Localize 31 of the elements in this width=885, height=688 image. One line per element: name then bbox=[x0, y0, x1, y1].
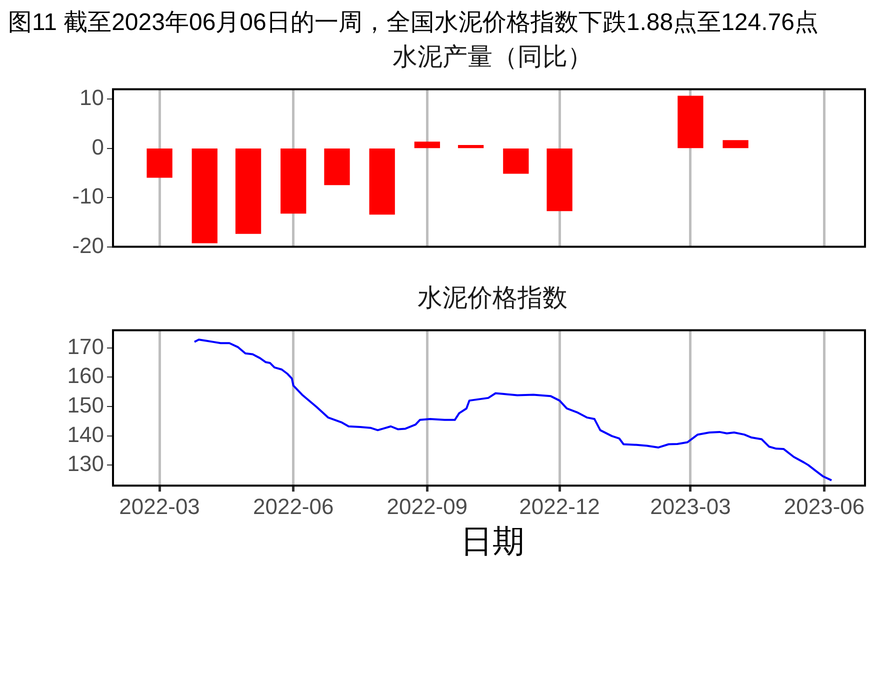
bar bbox=[546, 148, 572, 212]
chart-title: 水泥价格指数 bbox=[416, 283, 568, 314]
y-tick-label: 160 bbox=[67, 363, 104, 388]
y-tick-label: 140 bbox=[67, 422, 104, 447]
y-tick-label: 170 bbox=[67, 334, 104, 359]
x-tick-label: 2022-12 bbox=[519, 494, 600, 519]
y-tick-label: -10 bbox=[72, 184, 104, 209]
bar bbox=[458, 145, 484, 148]
x-tick-label: 2023-03 bbox=[650, 494, 731, 519]
bar bbox=[369, 148, 395, 215]
x-tick-label: 2022-09 bbox=[386, 494, 468, 519]
x-tick-label: 2022-06 bbox=[252, 494, 334, 519]
bar bbox=[192, 148, 218, 244]
bar bbox=[324, 148, 350, 186]
x-tick-label: 2023-06 bbox=[784, 494, 865, 519]
y-tick-label: 130 bbox=[67, 451, 104, 476]
y-tick-label: 0 bbox=[92, 134, 104, 160]
y-tick-label: 10 bbox=[80, 85, 104, 110]
y-tick-label: -20 bbox=[72, 232, 104, 258]
x-axis-title: 日期 bbox=[460, 522, 526, 561]
bar bbox=[678, 96, 704, 148]
bar bbox=[722, 140, 748, 148]
bar bbox=[414, 142, 440, 148]
caption: 图11 截至2023年06月06日的一周，全国水泥价格指数下跌1.88点至124.76点 bbox=[8, 8, 820, 38]
y-tick-label: 150 bbox=[67, 392, 104, 418]
bar bbox=[146, 148, 172, 178]
bar bbox=[503, 148, 529, 174]
bar bbox=[235, 148, 262, 234]
bar bbox=[280, 148, 306, 214]
chart-title: 水泥产量（同比） bbox=[392, 42, 594, 73]
x-tick-label: 2022-03 bbox=[119, 494, 200, 519]
